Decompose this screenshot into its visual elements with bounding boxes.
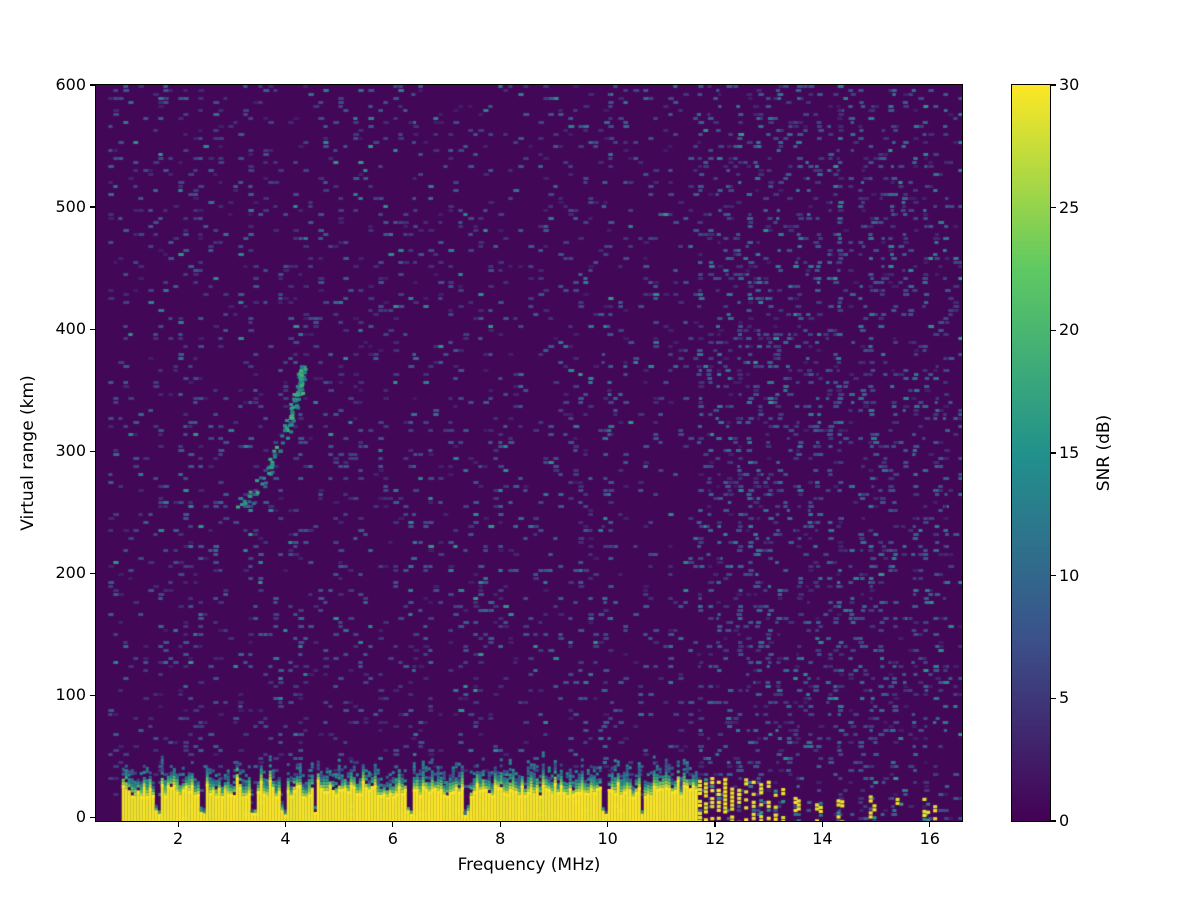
y-tick-mark	[90, 572, 95, 574]
colorbar-gradient	[1012, 85, 1050, 821]
x-tick-mark	[284, 822, 287, 827]
y-tick-mark	[90, 206, 95, 208]
y-tick-label: 500	[55, 197, 86, 217]
colorbar-tick-label: 30	[1059, 75, 1080, 94]
colorbar-tick-mark	[1051, 329, 1056, 331]
y-tick-mark	[90, 694, 95, 696]
y-tick-mark	[90, 450, 95, 452]
colorbar-tick-mark	[1051, 697, 1056, 699]
colorbar	[1011, 84, 1051, 822]
colorbar-tick-label: 10	[1059, 565, 1080, 585]
x-tick-label: 10	[597, 829, 618, 848]
y-tick-label: 200	[55, 563, 86, 583]
y-tick-mark	[90, 328, 95, 330]
x-tick-label: 4	[280, 829, 291, 848]
x-tick-label: 6	[387, 829, 398, 848]
y-tick-mark	[90, 84, 95, 86]
x-tick-mark	[714, 822, 716, 827]
y-tick-label: 600	[55, 75, 86, 94]
x-tick-mark	[607, 822, 609, 827]
colorbar-tick-mark	[1051, 575, 1056, 577]
colorbar-tick-label: 25	[1059, 197, 1080, 217]
colorbar-tick-label: 20	[1059, 320, 1080, 340]
x-tick-mark	[177, 822, 179, 827]
colorbar-tick-label: 0	[1059, 811, 1070, 830]
y-tick-label: 0	[75, 807, 86, 827]
y-tick-label: 400	[55, 319, 86, 339]
ionogram-heatmap	[96, 85, 962, 821]
colorbar-tick-label: 5	[1059, 688, 1070, 708]
x-tick-mark	[392, 822, 394, 827]
x-tick-mark	[499, 822, 501, 827]
x-tick-label: 12	[704, 829, 726, 848]
x-tick-label: 16	[919, 829, 940, 848]
colorbar-tick-mark	[1051, 84, 1056, 86]
colorbar-tick-mark	[1051, 452, 1056, 454]
x-tick-label: 8	[495, 829, 506, 848]
y-tick-mark	[90, 816, 95, 818]
y-tick-label: 100	[55, 685, 86, 705]
colorbar-tick-mark	[1051, 207, 1056, 209]
x-axis-label: Frequency (MHz)	[457, 855, 601, 875]
colorbar-tick-mark	[1051, 820, 1056, 822]
x-tick-label: 2	[173, 829, 184, 848]
plot-area	[95, 84, 963, 822]
x-tick-mark	[821, 822, 823, 827]
colorbar-tick-label: 15	[1059, 443, 1080, 462]
y-tick-label: 300	[55, 441, 86, 461]
x-tick-label: 14	[812, 829, 833, 848]
x-tick-mark	[929, 822, 931, 827]
